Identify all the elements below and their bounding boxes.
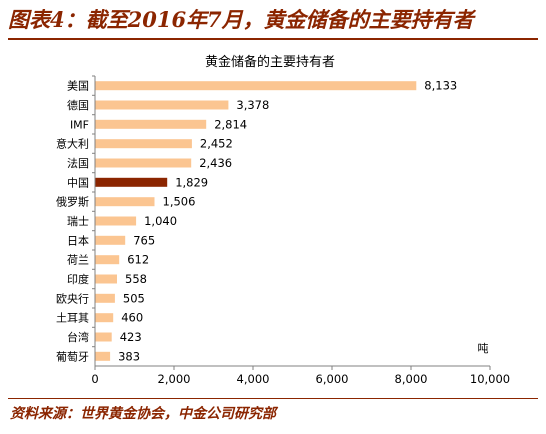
x-tick-label: 10,000 (470, 372, 510, 386)
value-label: 3,378 (236, 98, 269, 112)
bar-0 (95, 81, 417, 91)
value-label: 612 (127, 253, 149, 267)
bar-2 (95, 119, 207, 129)
category-label: 葡萄牙 (56, 350, 89, 363)
bar-12 (95, 313, 114, 323)
figure-title: 图表4：截至2016年7月，黄金储备的主要持有者 (8, 7, 474, 32)
source-note: 资料来源：世界黄金协会，中金公司研究部 (10, 406, 276, 422)
value-label: 8,133 (424, 79, 457, 93)
category-label: 欧央行 (56, 292, 89, 305)
category-label: 荷兰 (67, 254, 89, 267)
chart-title: 黄金储备的主要持有者 (205, 54, 335, 70)
value-label: 2,452 (200, 137, 233, 151)
value-label: 460 (121, 311, 143, 325)
x-tick-label: 6,000 (316, 372, 349, 386)
bar-9 (95, 255, 120, 265)
value-label: 558 (125, 272, 147, 286)
category-label: 土耳其 (56, 312, 89, 325)
value-label: 383 (118, 349, 140, 363)
category-label: 瑞士 (67, 214, 89, 228)
category-label: 德国 (67, 98, 89, 112)
bar-8 (95, 235, 126, 245)
category-label: IMF (70, 118, 89, 131)
x-tick-label: 8,000 (395, 372, 428, 386)
category-label: 中国 (67, 176, 89, 189)
category-label: 日本 (67, 233, 89, 247)
bar-11 (95, 293, 115, 303)
x-tick-label: 4,000 (237, 372, 270, 386)
bar-4 (95, 158, 192, 168)
value-label: 2,436 (199, 156, 232, 170)
value-label: 765 (133, 233, 155, 247)
bar-10 (95, 274, 117, 284)
value-label: 505 (123, 291, 145, 305)
title-rule (8, 38, 538, 40)
bar-1 (95, 100, 229, 110)
source-rule (8, 398, 538, 399)
unit-label: 吨 (478, 342, 489, 355)
value-label: 423 (120, 330, 142, 344)
bar-3 (95, 139, 192, 149)
value-label: 2,814 (214, 117, 247, 131)
bar-5 (95, 177, 168, 187)
bars-group: 8,133 3,378 2,814 2,452 2,436 1,829 1,506 1,040… (95, 79, 457, 363)
category-label: 法国 (67, 156, 89, 170)
x-tick-label: 2,000 (158, 372, 191, 386)
category-label: 台湾 (67, 330, 89, 344)
bar-13 (95, 332, 112, 342)
value-label: 1,829 (175, 175, 208, 189)
value-label: 1,506 (163, 195, 196, 209)
category-label: 俄罗斯 (56, 196, 89, 209)
category-label: 印度 (67, 272, 89, 286)
bar-7 (95, 216, 137, 226)
category-label: 意大利 (56, 137, 89, 151)
value-label: 1,040 (144, 214, 177, 228)
bar-6 (95, 197, 155, 207)
category-label: 美国 (67, 80, 89, 93)
bar-14 (95, 351, 111, 361)
x-tick-label: 0 (91, 372, 98, 386)
